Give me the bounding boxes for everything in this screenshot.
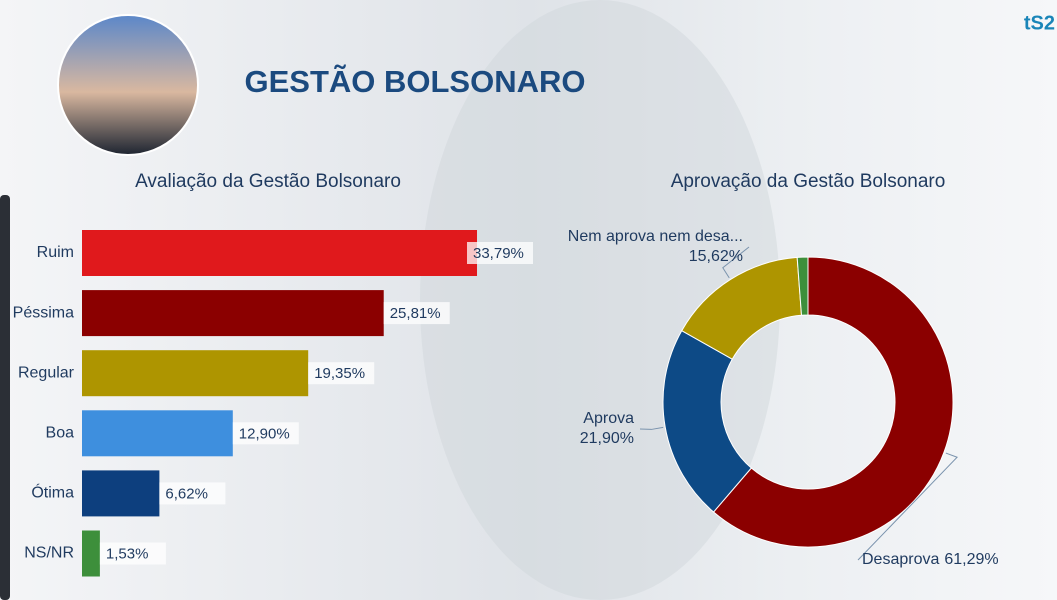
value-label-bg	[308, 362, 375, 385]
leader-line	[857, 452, 958, 561]
donut-slice	[712, 256, 954, 548]
category-label: Ruim	[37, 244, 74, 261]
portrait	[57, 14, 199, 156]
slice-value: 61,29%	[944, 551, 998, 568]
value-label-bg	[383, 302, 450, 325]
bar	[82, 350, 309, 397]
chart-title: Avaliação da Gestão Bolsonaro	[135, 171, 401, 192]
slice-category: Aprova	[583, 410, 634, 427]
side-edge	[0, 195, 10, 600]
value-label-bg	[159, 482, 226, 505]
logo: tS2	[1024, 12, 1055, 34]
category-label: Boa	[46, 425, 75, 442]
slice-category: Nem aprova nem desa...	[568, 228, 743, 245]
bar	[82, 470, 160, 517]
value-label: 12,90%	[239, 425, 290, 442]
category-label: Ótima	[31, 483, 74, 502]
category-label: Péssima	[13, 304, 74, 321]
bar	[82, 410, 233, 457]
value-label-bg	[467, 242, 534, 264]
leader-line	[639, 426, 664, 430]
slice-value: 21,90%	[580, 430, 634, 447]
value-label: 19,35%	[314, 365, 365, 382]
bar	[82, 290, 384, 337]
value-label-bg	[232, 422, 299, 445]
slice-value: 15,62%	[689, 248, 743, 265]
bar	[82, 230, 478, 276]
category-label: Regular	[18, 364, 75, 381]
value-label: 1,53%	[106, 545, 149, 562]
chart-title: Aprovação da Gestão Bolsonaro	[671, 171, 946, 192]
donut-slice	[796, 256, 809, 316]
value-label: 25,81%	[390, 305, 441, 322]
bar	[82, 530, 100, 577]
page-title: GESTÃO BOLSONARO	[244, 64, 585, 99]
slice-label: Desaprova 61,29%	[862, 551, 999, 568]
slice-category: Desaprova	[862, 551, 939, 568]
value-label: 6,62%	[165, 485, 208, 502]
value-label-bg	[99, 542, 166, 565]
value-label: 33,79%	[473, 245, 524, 262]
category-label: NS/NR	[24, 545, 74, 562]
leader-line	[722, 246, 750, 279]
